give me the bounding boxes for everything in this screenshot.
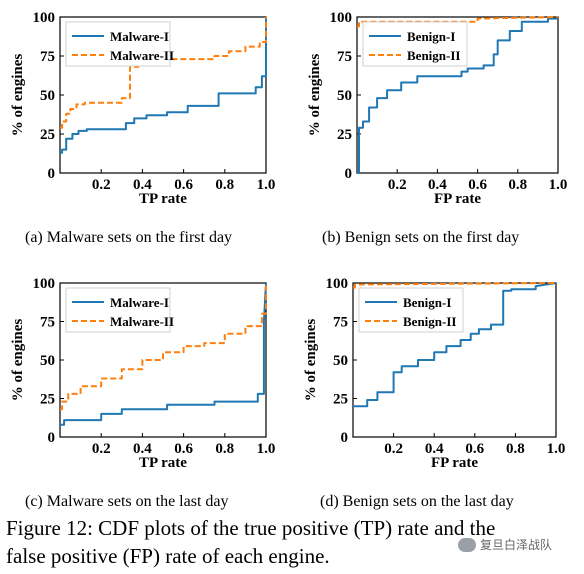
- watermark: 复旦白泽战队: [458, 536, 552, 553]
- y-axis-label: % of engines: [307, 54, 323, 137]
- y-tick-label: 50: [333, 353, 348, 369]
- figure-caption-line-2: false positive (FP) rate of each engine.: [6, 544, 330, 568]
- x-tick-label: 0.2: [384, 441, 403, 457]
- legend-label: Malware-II: [110, 314, 174, 329]
- series-line-benign-i: [353, 282, 557, 408]
- x-tick-label: 0.8: [508, 177, 527, 193]
- y-tick-label: 100: [33, 276, 56, 292]
- subcaption: (c) Malware sets on the last day: [25, 493, 228, 510]
- figure-caption: Figure 12: CDF plots of the true positiv…: [6, 514, 584, 570]
- y-tick-label: 25: [40, 392, 55, 408]
- y-tick-label: 75: [337, 49, 352, 65]
- legend-label: Benign-II: [407, 48, 460, 63]
- legend-label: Malware-I: [110, 29, 169, 44]
- legend: Benign-I Benign-II: [362, 21, 468, 67]
- x-tick-label: 0.8: [215, 177, 234, 193]
- x-tick-label: 0.6: [174, 177, 193, 193]
- y-axis-label: % of engines: [303, 319, 319, 402]
- series-line-benign-ii: [353, 282, 557, 289]
- x-tick-label: 1.0: [257, 441, 276, 457]
- legend-label: Benign-II: [403, 314, 456, 329]
- legend-box: [362, 21, 468, 67]
- x-axis-label: FP rate: [431, 455, 478, 471]
- y-tick-label: 25: [337, 127, 352, 143]
- legend-label: Benign-I: [403, 295, 451, 310]
- x-axis-label: FP rate: [434, 191, 481, 207]
- x-tick-label: 0.4: [133, 177, 152, 193]
- legend: Malware-I Malware-II: [65, 21, 174, 67]
- y-tick-label: 50: [337, 88, 352, 104]
- x-tick-label: 0.4: [425, 441, 444, 457]
- x-axis-label: TP rate: [139, 455, 187, 471]
- y-tick-label: 0: [345, 166, 353, 182]
- legend-box: [65, 287, 171, 333]
- y-axis-label: % of engines: [10, 319, 26, 402]
- x-tick-label: 0.6: [468, 177, 487, 193]
- y-tick-label: 100: [326, 276, 349, 292]
- figure-caption-line-1: Figure 12: CDF plots of the true positiv…: [6, 516, 496, 540]
- x-tick-label: 0.4: [133, 441, 152, 457]
- x-tick-label: 0.8: [506, 441, 525, 457]
- legend-label: Malware-II: [110, 48, 174, 63]
- series-line-malware-i: [60, 17, 267, 154]
- x-tick-label: 1.0: [257, 177, 276, 193]
- wechat-icon: [458, 537, 476, 552]
- y-tick-label: 75: [40, 315, 55, 331]
- series-line-malware-ii: [60, 283, 267, 411]
- x-tick-label: 1.0: [547, 441, 566, 457]
- series-line-malware-i: [60, 282, 267, 426]
- subcaption: (a) Malware sets on the first day: [25, 229, 232, 246]
- x-tick-label: 0.2: [92, 177, 111, 193]
- y-tick-label: 25: [333, 392, 348, 408]
- chart-panel-3: 0 25 50 75 100 0.2 0.4 0.6 0.8 1.0 TP rate % of eng…: [10, 276, 275, 510]
- legend-box: [65, 21, 171, 67]
- y-tick-label: 50: [40, 353, 55, 369]
- series-line-benign-i: [357, 17, 558, 174]
- x-tick-label: 0.2: [388, 177, 407, 193]
- y-tick-label: 0: [341, 430, 349, 446]
- legend: Malware-I Malware-II: [65, 287, 174, 333]
- x-tick-label: 0.2: [92, 441, 111, 457]
- x-tick-label: 0.6: [465, 441, 484, 457]
- subcaption: (b) Benign sets on the first day: [322, 229, 519, 246]
- legend-label: Benign-I: [407, 29, 455, 44]
- y-axis-label: % of engines: [10, 54, 26, 137]
- watermark-text: 复旦白泽战队: [480, 538, 553, 552]
- subcaption: (d) Benign sets on the last day: [320, 493, 514, 510]
- x-tick-label: 0.8: [215, 441, 234, 457]
- x-tick-label: 0.6: [174, 441, 193, 457]
- x-tick-label: 0.4: [428, 177, 447, 193]
- chart-panel-1: 0 25 50 75 100 0.2 0.4 0.6 0.8 1.0 TP rate % of eng…: [10, 10, 275, 246]
- y-tick-label: 75: [40, 49, 55, 65]
- legend-label: Malware-I: [110, 295, 169, 310]
- y-tick-label: 50: [40, 88, 55, 104]
- legend-box: [358, 287, 464, 333]
- series-line-malware-ii: [60, 17, 267, 129]
- y-tick-label: 100: [33, 10, 56, 26]
- y-tick-label: 75: [333, 315, 348, 331]
- chart-panel-2: 0 25 50 75 100 0.2 0.4 0.6 0.8 1.0 FP rate % of eng…: [307, 10, 567, 246]
- x-tick-label: 1.0: [549, 177, 568, 193]
- x-axis-label: TP rate: [139, 191, 187, 207]
- y-tick-label: 0: [48, 430, 56, 446]
- legend: Benign-I Benign-II: [358, 287, 464, 333]
- y-tick-label: 0: [48, 166, 56, 182]
- chart-panel-4: 0 25 50 75 100 0.2 0.4 0.6 0.8 1.0 FP rate % of eng…: [303, 276, 565, 510]
- y-tick-label: 100: [330, 10, 353, 26]
- y-tick-label: 25: [40, 127, 55, 143]
